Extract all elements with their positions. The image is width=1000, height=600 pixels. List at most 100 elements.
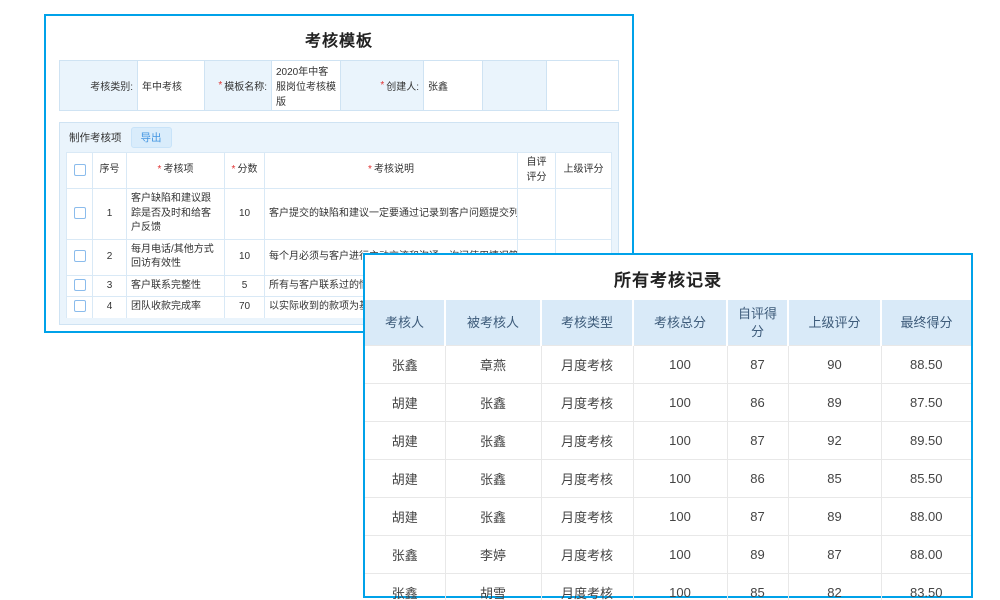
col-final-score: 最终得分 <box>880 300 971 346</box>
self-cell: 85 <box>726 573 789 600</box>
row-checkbox[interactable] <box>73 206 86 219</box>
select-all-cell <box>66 152 93 189</box>
record-row[interactable]: 张鑫 胡雪 月度考核 100 85 82 83.50 <box>365 573 971 600</box>
record-row[interactable]: 胡建 张鑫 月度考核 100 86 89 87.50 <box>365 383 971 423</box>
required-asterisk: * <box>380 80 385 91</box>
required-asterisk: * <box>157 164 162 176</box>
assessment-records-panel: 所有考核记录 考核人 被考核人 考核类型 考核总分 自评得分 上级评分 最终得分 <box>363 253 973 600</box>
assessor-cell: 胡建 <box>365 459 446 499</box>
score-cell: 10 <box>224 238 265 276</box>
type-cell: 月度考核 <box>540 497 634 537</box>
export-button[interactable]: 导出 <box>130 127 172 148</box>
superior-cell: 85 <box>787 459 882 499</box>
final-cell: 88.50 <box>880 345 971 385</box>
final-cell: 85.50 <box>880 459 971 499</box>
type-cell: 月度考核 <box>540 421 634 461</box>
assessor-cell: 胡建 <box>365 421 446 461</box>
row-select-cell <box>66 238 93 276</box>
form-empty-label-cell <box>483 61 546 110</box>
total-cell: 100 <box>632 421 728 461</box>
row-checkbox[interactable] <box>73 278 86 291</box>
assessor-cell: 胡建 <box>365 497 446 537</box>
row-checkbox[interactable] <box>73 250 86 263</box>
col-assessee: 被考核人 <box>444 300 541 346</box>
item-cell: 客户联系完整性 <box>126 274 225 297</box>
desc-cell: 客户提交的缺陷和建议一定要通过记录到客户问题提交列表 <box>264 188 518 240</box>
type-cell: 月度考核 <box>540 573 634 600</box>
col-superior-score: 上级评分 <box>787 300 881 346</box>
final-cell: 89.50 <box>880 421 971 461</box>
category-label: 考核类别: <box>90 82 133 93</box>
col-item-text: 考核项 <box>163 164 194 176</box>
self-cell: 87 <box>726 497 789 537</box>
creator-value: 张鑫 <box>428 82 448 93</box>
self-cell: 86 <box>726 459 789 499</box>
assessor-cell: 张鑫 <box>365 535 446 575</box>
creator-field[interactable]: 张鑫 <box>423 61 483 110</box>
record-row[interactable]: 胡建 张鑫 月度考核 100 87 89 88.00 <box>365 497 971 537</box>
select-all-checkbox[interactable] <box>73 163 86 176</box>
template-panel-title: 考核模板 <box>304 33 373 50</box>
assessor-cell: 张鑫 <box>365 573 446 600</box>
score-cell: 10 <box>224 188 265 240</box>
creator-label: * 创建人: <box>341 61 423 110</box>
record-row[interactable]: 胡建 张鑫 月度考核 100 86 85 85.50 <box>365 459 971 499</box>
total-cell: 100 <box>632 535 728 575</box>
records-table: 考核人 被考核人 考核类型 考核总分 自评得分 上级评分 最终得分 张鑫 章燕 … <box>365 300 971 600</box>
row-select-cell <box>66 274 93 297</box>
score-cell: 5 <box>224 274 265 297</box>
make-items-label: 制作考核项 <box>69 132 122 144</box>
item-cell: 客户缺陷和建议跟踪是否及时和给客户反馈 <box>126 188 225 240</box>
type-cell: 月度考核 <box>540 535 634 575</box>
final-cell: 88.00 <box>880 535 971 575</box>
final-cell: 87.50 <box>880 383 971 423</box>
record-row[interactable]: 胡建 张鑫 月度考核 100 87 92 89.50 <box>365 421 971 461</box>
template-info-form: 考核类别: 年中考核 * 模板名称: 2020年中客服岗位考核模版 * 创建人:… <box>59 60 619 111</box>
items-header-row: 序号 * 考核项 * 分数 * 考核说明 自评评分 上级评分 <box>66 152 612 189</box>
item-cell: 团队收款完成率 <box>126 296 225 318</box>
col-superior-score: 上级评分 <box>555 152 612 189</box>
self-cell: 89 <box>726 535 789 575</box>
col-score-text: 分数 <box>237 164 258 176</box>
assessee-cell: 章燕 <box>444 345 542 385</box>
template-name-field[interactable]: 2020年中客服岗位考核模版 <box>271 61 341 110</box>
assessment-template-panel: 考核模板 考核类别: 年中考核 * 模板名称: 2020年中客服岗位考核模版 *… <box>44 14 634 333</box>
record-row[interactable]: 张鑫 李婷 月度考核 100 89 87 88.00 <box>365 535 971 575</box>
assessor-cell: 胡建 <box>365 383 446 423</box>
row-select-cell <box>66 188 93 240</box>
type-cell: 月度考核 <box>540 383 634 423</box>
row-select-cell <box>66 296 93 318</box>
category-field[interactable]: 年中考核 <box>137 61 205 110</box>
seq-cell: 1 <box>92 188 127 240</box>
superior-cell: 87 <box>787 535 882 575</box>
assessee-cell: 张鑫 <box>444 421 542 461</box>
seq-cell: 3 <box>92 274 127 297</box>
self-cell: 87 <box>726 421 789 461</box>
type-cell: 月度考核 <box>540 459 634 499</box>
record-row[interactable]: 张鑫 章燕 月度考核 100 87 90 88.50 <box>365 345 971 385</box>
superior-cell: 89 <box>787 383 882 423</box>
col-self-score: 自评得分 <box>726 300 788 346</box>
template-name-label: * 模板名称: <box>205 61 271 110</box>
self-cell: 87 <box>726 345 789 385</box>
col-self-score: 自评评分 <box>517 152 556 189</box>
seq-cell: 4 <box>92 296 127 318</box>
superior-score-cell <box>555 188 612 240</box>
type-cell: 月度考核 <box>540 345 634 385</box>
required-asterisk: * <box>368 164 372 176</box>
superior-cell: 82 <box>787 573 882 600</box>
total-cell: 100 <box>632 497 728 537</box>
total-cell: 100 <box>632 459 728 499</box>
assessee-cell: 张鑫 <box>444 459 542 499</box>
creator-label-text: 创建人: <box>386 82 419 93</box>
col-desc: * 考核说明 <box>264 152 518 189</box>
template-name-value: 2020年中客服岗位考核模版 <box>276 67 336 108</box>
superior-cell: 90 <box>787 345 882 385</box>
assessee-cell: 胡雪 <box>444 573 542 600</box>
required-asterisk: * <box>231 164 236 176</box>
records-panel-title: 所有考核记录 <box>614 271 722 290</box>
row-checkbox[interactable] <box>73 300 86 313</box>
col-desc-text: 考核说明 <box>373 164 414 176</box>
superior-cell: 92 <box>787 421 882 461</box>
